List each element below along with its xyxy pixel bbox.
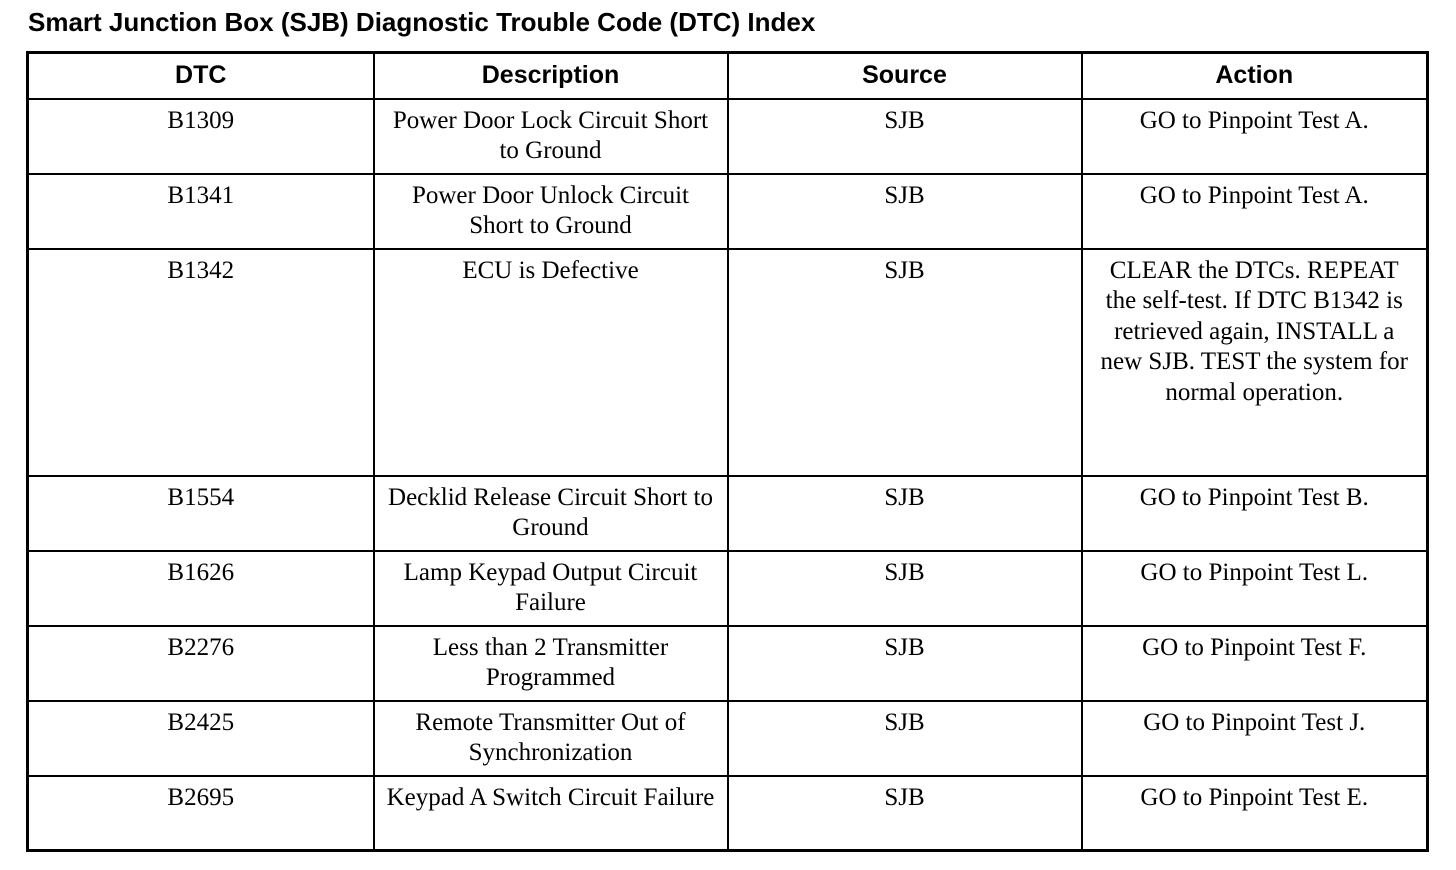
table-row: B2425 Remote Transmitter Out of Synchron… [26, 699, 1429, 777]
cell-action: GO to Pinpoint Test E. [1080, 774, 1429, 852]
header-source: Source [726, 51, 1083, 100]
cell-action: GO to Pinpoint Test J. [1080, 699, 1429, 777]
cell-source: SJB [726, 97, 1083, 175]
cell-description: Remote Transmitter Out of Synchronizatio… [372, 699, 729, 777]
cell-description: ECU is Defective [372, 247, 729, 477]
cell-source: SJB [726, 247, 1083, 477]
header-description: Description [372, 51, 729, 100]
cell-source: SJB [726, 699, 1083, 777]
header-dtc: DTC [26, 51, 375, 100]
table-row: B1626 Lamp Keypad Output Circuit Failure… [26, 549, 1429, 627]
cell-source: SJB [726, 774, 1083, 852]
cell-source: SJB [726, 549, 1083, 627]
table-row: B1342 ECU is Defective SJB CLEAR the DTC… [26, 247, 1429, 477]
table-row: B2695 Keypad A Switch Circuit Failure SJ… [26, 774, 1429, 852]
dtc-index-table: DTC Description Source Action B1309 Powe… [26, 51, 1429, 852]
cell-dtc: B2695 [26, 774, 375, 852]
cell-action: GO to Pinpoint Test A. [1080, 97, 1429, 175]
table-row: B2276 Less than 2 Transmitter Programmed… [26, 624, 1429, 702]
table-header-row: DTC Description Source Action [26, 51, 1429, 100]
cell-description: Decklid Release Circuit Short to Ground [372, 474, 729, 552]
cell-action: CLEAR the DTCs. REPEAT the self-test. If… [1080, 247, 1429, 477]
table-row: B1554 Decklid Release Circuit Short to G… [26, 474, 1429, 552]
cell-action: GO to Pinpoint Test F. [1080, 624, 1429, 702]
cell-description: Less than 2 Transmitter Programmed [372, 624, 729, 702]
cell-dtc: B1342 [26, 247, 375, 477]
table-row: B1341 Power Door Unlock Circuit Short to… [26, 172, 1429, 250]
cell-dtc: B2425 [26, 699, 375, 777]
cell-action: GO to Pinpoint Test A. [1080, 172, 1429, 250]
cell-dtc: B1341 [26, 172, 375, 250]
cell-description: Power Door Unlock Circuit Short to Groun… [372, 172, 729, 250]
cell-source: SJB [726, 624, 1083, 702]
cell-action: GO to Pinpoint Test B. [1080, 474, 1429, 552]
cell-dtc: B1309 [26, 97, 375, 175]
page-title: Smart Junction Box (SJB) Diagnostic Trou… [28, 7, 816, 37]
header-action: Action [1080, 51, 1429, 100]
cell-source: SJB [726, 474, 1083, 552]
cell-dtc: B1626 [26, 549, 375, 627]
cell-source: SJB [726, 172, 1083, 250]
cell-dtc: B1554 [26, 474, 375, 552]
cell-description: Power Door Lock Circuit Short to Ground [372, 97, 729, 175]
cell-action: GO to Pinpoint Test L. [1080, 549, 1429, 627]
cell-dtc: B2276 [26, 624, 375, 702]
cell-description: Keypad A Switch Circuit Failure [372, 774, 729, 852]
cell-description: Lamp Keypad Output Circuit Failure [372, 549, 729, 627]
table-row: B1309 Power Door Lock Circuit Short to G… [26, 97, 1429, 175]
